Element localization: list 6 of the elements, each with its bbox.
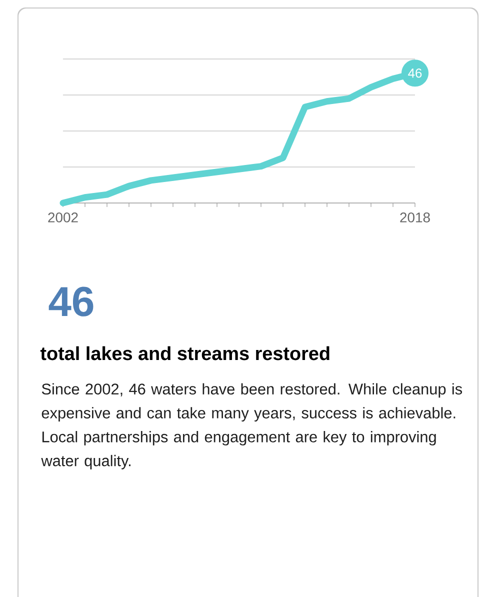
data-label: 46 bbox=[408, 68, 422, 78]
text: 46 bbox=[48, 286, 94, 316]
x-tick-label: 2002 bbox=[48, 212, 78, 222]
text: Since 2002, 46 waters have been restored. While cleanup is expensive and can take many years, success is achievable. Local partnerships and engagement are key to improving water quality. bbox=[41, 383, 462, 470]
text: total lakes and streams restored bbox=[40, 346, 330, 360]
x-tick-label: 2018 bbox=[400, 212, 430, 222]
